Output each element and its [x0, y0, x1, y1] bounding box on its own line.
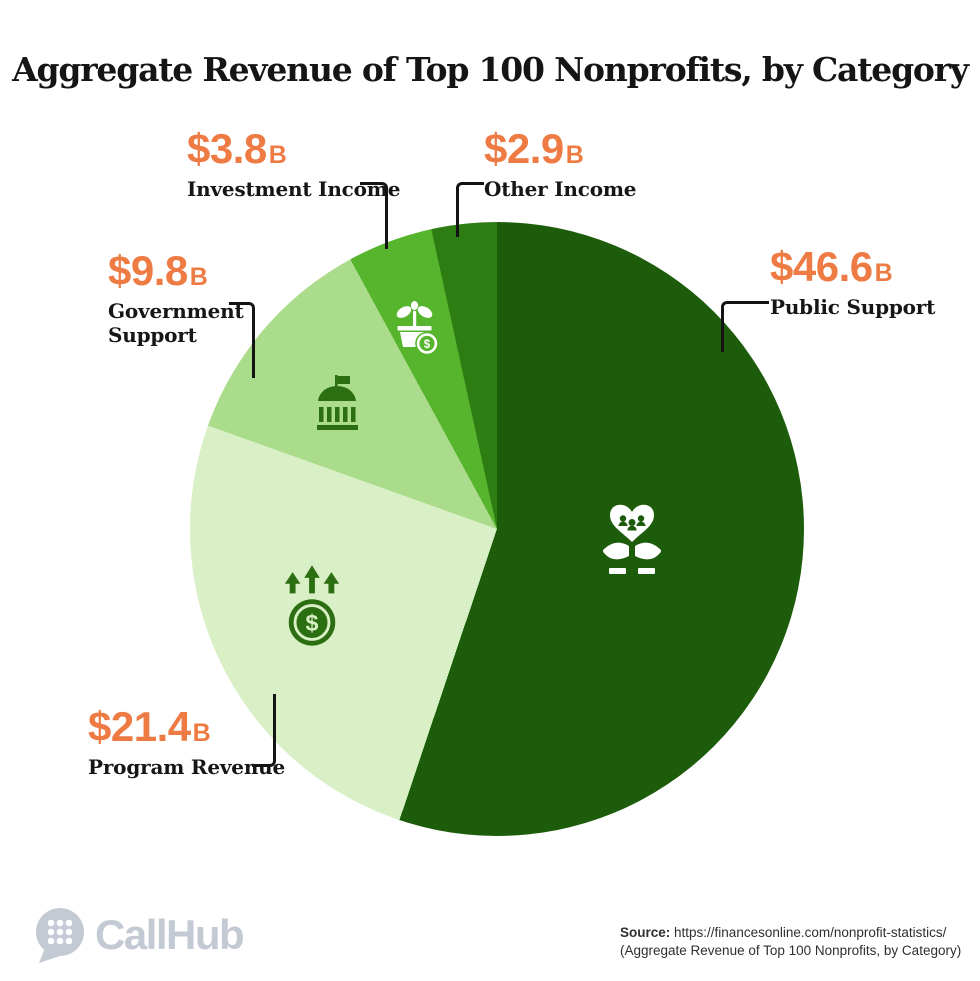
brand-name: CallHub	[95, 911, 245, 958]
callout-other-income: $2.9B Other Income	[484, 125, 637, 202]
source-line2: (Aggregate Revenue of Top 100 Nonprofits…	[620, 942, 962, 958]
plant-money-icon: $	[396, 301, 439, 356]
pie-chart	[190, 222, 804, 836]
callhub-bubble-icon	[36, 908, 84, 963]
chart-title: Aggregate Revenue of Top 100 Nonprofits,…	[12, 50, 969, 89]
hands-holding-heart-icon	[603, 504, 661, 574]
slice-value: $21.4B	[88, 703, 211, 750]
brand-logo: CallHub	[33, 906, 245, 964]
slice-label: Public Support	[770, 295, 936, 319]
slice-label: Government Support	[108, 299, 244, 348]
connector-investment-income	[360, 182, 388, 249]
slice-value: $46.6B	[770, 243, 893, 290]
connector-public-support	[721, 301, 769, 352]
connector-government-support	[229, 302, 255, 378]
callout-public-support: $46.6B Public Support	[770, 243, 936, 320]
slice-value: $9.8B	[108, 247, 208, 294]
connector-program-revenue	[252, 694, 276, 767]
source-attribution: Source: https://financesonline.com/nonpr…	[620, 924, 970, 959]
slice-label: Program Revenue	[88, 755, 286, 779]
callout-investment-income: $3.8B Investment Income	[187, 125, 401, 202]
slice-label: Other Income	[484, 177, 637, 201]
connector-other-income	[456, 182, 484, 237]
callout-government-support: $9.8B Government Support	[108, 250, 250, 348]
svg-text:$: $	[306, 610, 319, 636]
source-line1: Source: https://financesonline.com/nonpr…	[620, 925, 947, 940]
callout-program-revenue: $21.4B Program Revenue	[88, 703, 286, 780]
government-building-icon	[317, 375, 358, 430]
coin-rising-arrows-icon: $	[284, 565, 340, 646]
slice-value: $3.8B	[187, 125, 287, 172]
slice-value: $2.9B	[484, 125, 584, 172]
slice-label: Investment Income	[187, 177, 401, 201]
svg-text:$: $	[424, 339, 431, 351]
